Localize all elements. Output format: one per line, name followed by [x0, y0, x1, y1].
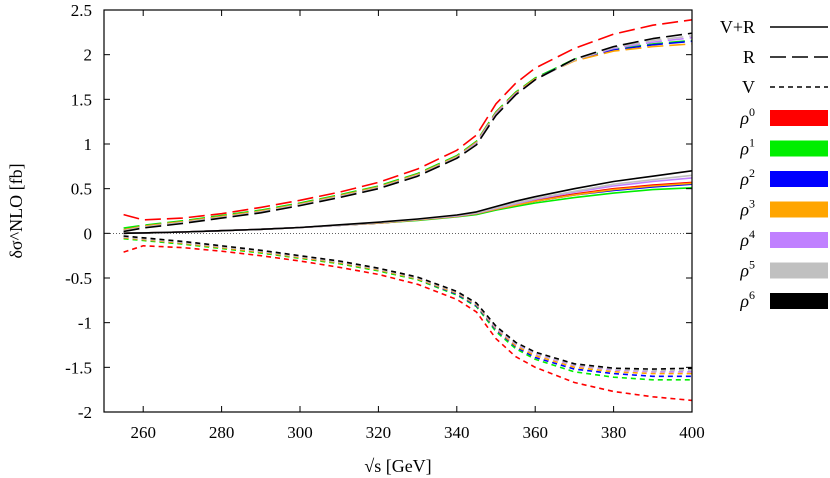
series-line-long-dash-ρ3 — [123, 43, 693, 231]
legend-label: ρ0 — [739, 105, 755, 128]
legend-color-swatch — [770, 262, 828, 279]
x-tick-label: 300 — [287, 423, 313, 442]
series-line-long-dash-ρ0 — [123, 19, 693, 221]
legend-color-swatch — [770, 171, 828, 187]
y-tick-label: 1 — [84, 135, 93, 154]
x-tick-label: 320 — [366, 423, 392, 442]
legend-label: ρ3 — [739, 197, 755, 220]
series-line-short-dash-ρ6 — [123, 235, 693, 370]
y-tick-label: -1.5 — [65, 358, 92, 377]
series-line-solid-ρ6 — [123, 170, 693, 235]
series-line-solid-ρ1 — [123, 187, 693, 235]
legend-color-swatch — [770, 232, 828, 248]
series-line-solid-ρ3 — [123, 182, 693, 235]
y-axis-title: δσ^NLO [fb] — [6, 163, 26, 258]
series-line-short-dash-ρ0 — [123, 245, 693, 402]
series-line-solid-ρ5 — [123, 174, 693, 235]
y-tick-label: 0.5 — [71, 180, 92, 199]
y-tick-label: -0.5 — [65, 269, 92, 288]
x-tick-label: 400 — [679, 423, 705, 442]
legend-color-swatch — [770, 110, 828, 126]
legend-label: R — [743, 47, 755, 67]
y-tick-label: 2 — [84, 46, 93, 65]
x-tick-label: 380 — [601, 423, 627, 442]
y-tick-label: -2 — [78, 403, 92, 422]
plot-frame — [103, 9, 693, 413]
series-line-long-dash-ρ5 — [123, 35, 693, 232]
legend-label: ρ6 — [739, 288, 755, 311]
x-tick-label: 280 — [209, 423, 235, 442]
legend-label: V+R — [720, 17, 755, 37]
series-line-short-dash-ρ2 — [123, 237, 692, 378]
legend-label: ρ2 — [739, 166, 755, 189]
legend-color-swatch — [770, 140, 828, 157]
series-line-solid-ρ2 — [123, 183, 693, 235]
legend-label: V — [742, 77, 755, 97]
x-axis-title: √s [GeV] — [364, 456, 431, 476]
series-line-long-dash-ρ2 — [123, 40, 693, 231]
legend-color-swatch — [770, 293, 828, 309]
legend-label: ρ1 — [739, 136, 755, 159]
legend-color-swatch — [770, 201, 828, 218]
y-tick-label: -1 — [78, 314, 92, 333]
series-line-short-dash-ρ4 — [123, 236, 692, 373]
axis-layer: 260 280 300 320 340 360 380 400 2.5 2 1.5 1 0.5 0 -0.5… — [65, 1, 705, 442]
series-line-short-dash-ρ5 — [123, 236, 693, 372]
series-layer — [123, 19, 693, 402]
legend-label: ρ5 — [739, 258, 755, 281]
series-line-long-dash-ρ4 — [123, 36, 693, 232]
x-tick-label: 340 — [444, 423, 470, 442]
y-tick-label: 0 — [84, 224, 93, 243]
series-line-short-dash-ρ3 — [123, 237, 692, 375]
series-line-long-dash-ρ1 — [123, 39, 693, 229]
x-tick-label: 360 — [522, 423, 548, 442]
y-tick-label: 2.5 — [71, 1, 92, 20]
series-line-short-dash-ρ1 — [123, 237, 692, 381]
x-tick-label: 260 — [130, 423, 156, 442]
series-line-long-dash-ρ6 — [123, 32, 693, 233]
legend-label: ρ4 — [739, 227, 755, 250]
y-tick-label: 1.5 — [71, 90, 92, 109]
